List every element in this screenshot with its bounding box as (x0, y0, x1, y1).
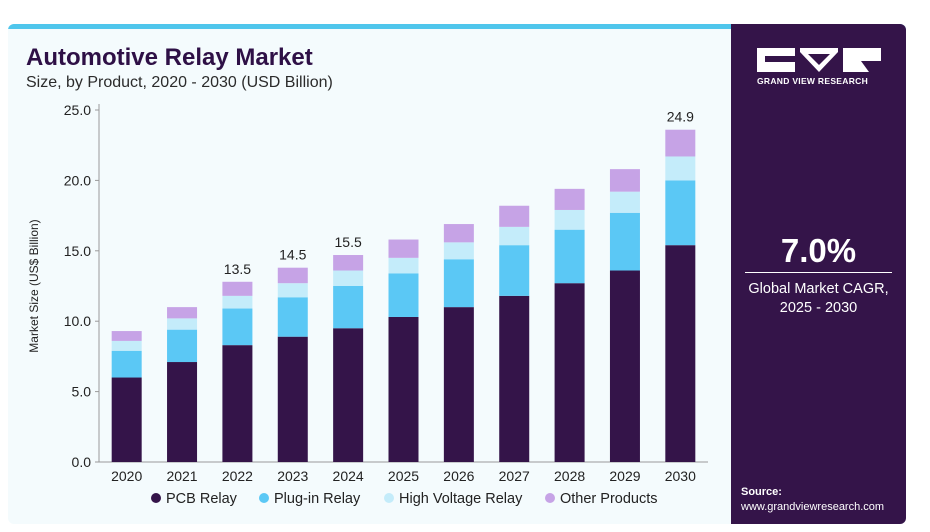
bar-segment-pcb-relay (333, 328, 364, 462)
source-url[interactable]: www.grandviewresearch.com (741, 501, 885, 513)
bar-segment-plug-in-relay (167, 329, 198, 363)
chart-subtitle: Size, by Product, 2020 - 2030 (USD Billi… (26, 74, 333, 91)
bar-segment-high-voltage-relay (443, 242, 474, 260)
side-panel: GRAND VIEW RESEARCH 7.0% Global Market C… (731, 24, 906, 524)
bar-segment-plug-in-relay (554, 229, 585, 284)
bar-segment-other-products (499, 205, 530, 227)
chart-title: Automotive Relay Market (26, 44, 313, 71)
y-tick-label: 20.0 (64, 172, 91, 188)
bar-segment-plug-in-relay (443, 259, 474, 308)
bar-segment-high-voltage-relay (111, 340, 142, 351)
bar-segment-plug-in-relay (111, 350, 142, 378)
x-tick-label: 2027 (499, 468, 530, 484)
bar-segment-high-voltage-relay (333, 270, 364, 286)
bar-segment-high-voltage-relay (388, 257, 419, 274)
cagr-label: Global Market CAGR, 2025 - 2030 (731, 280, 906, 318)
bar-segment-plug-in-relay (609, 212, 640, 271)
data-label: 14.5 (279, 247, 306, 263)
bar-segment-pcb-relay (665, 245, 696, 462)
bar-segment-high-voltage-relay (499, 226, 530, 246)
bar-segment-high-voltage-relay (609, 191, 640, 213)
cagr-divider (745, 272, 892, 273)
bar-segment-other-products (443, 224, 474, 243)
bar-segment-other-products (554, 188, 585, 210)
source-label: Source: (741, 486, 782, 498)
data-label: 24.9 (667, 109, 694, 125)
bar-segment-other-products (167, 307, 198, 319)
y-axis-label: Market Size (US$ Billion) (27, 219, 41, 352)
bar-segment-pcb-relay (111, 377, 142, 462)
y-tick-label: 10.0 (64, 313, 91, 329)
x-tick-label: 2023 (277, 468, 308, 484)
bar-segment-high-voltage-relay (554, 209, 585, 230)
bar-segment-high-voltage-relay (222, 295, 253, 309)
bar-segment-other-products (609, 169, 640, 192)
gvr-logo-icon (757, 48, 881, 72)
legend-label: High Voltage Relay (399, 491, 523, 507)
y-tick-label: 5.0 (72, 384, 92, 400)
legend-label: Plug-in Relay (274, 491, 361, 507)
accent-bar (8, 24, 906, 29)
bar-segment-plug-in-relay (388, 273, 419, 317)
x-tick-label: 2021 (166, 468, 197, 484)
x-tick-label: 2030 (665, 468, 696, 484)
bar-segment-plug-in-relay (333, 286, 364, 329)
legend-label: Other Products (560, 491, 658, 507)
x-tick-label: 2022 (222, 468, 253, 484)
grand-view-research-logo: GRAND VIEW RESEARCH (757, 48, 881, 86)
bar-segment-pcb-relay (499, 295, 530, 462)
bar-segment-plug-in-relay (277, 297, 308, 337)
x-tick-label: 2028 (554, 468, 585, 484)
bar-segment-plug-in-relay (222, 308, 253, 346)
bar-segment-pcb-relay (277, 336, 308, 462)
cagr-label-line2: 2025 - 2030 (779, 300, 858, 316)
bar-segment-pcb-relay (167, 362, 198, 462)
bar-segment-pcb-relay (222, 345, 253, 462)
chart-card: Automotive Relay Market Size, by Product… (8, 24, 906, 524)
x-tick-label: 2020 (111, 468, 142, 484)
bar-segment-plug-in-relay (665, 180, 696, 246)
x-tick-label: 2025 (388, 468, 419, 484)
cagr-value: 7.0% (780, 232, 857, 269)
bar-segment-high-voltage-relay (277, 283, 308, 298)
bar-segment-plug-in-relay (499, 245, 530, 296)
x-tick-label: 2026 (443, 468, 474, 484)
bar-segment-pcb-relay (388, 316, 419, 462)
bar-segment-pcb-relay (443, 307, 474, 462)
logo-text: GRAND VIEW RESEARCH (757, 76, 869, 86)
legend-label: PCB Relay (166, 491, 238, 507)
bar-segment-other-products (388, 239, 419, 258)
bar-segment-other-products (111, 331, 142, 341)
bar-segment-pcb-relay (554, 283, 585, 462)
bar-segment-other-products (222, 281, 253, 296)
x-tick-label: 2029 (609, 468, 640, 484)
x-tick-label: 2024 (333, 468, 364, 484)
cagr-label-line1: Global Market CAGR, (748, 281, 889, 297)
bar-segment-high-voltage-relay (167, 318, 198, 330)
stacked-bar-chart: 0.0 5.0 10.0 15.0 20.0 25.0 Market Size (US$ B… (27, 102, 708, 507)
bar-segment-high-voltage-relay (665, 156, 696, 181)
y-tick-label: 15.0 (64, 243, 91, 259)
bar-segment-pcb-relay (609, 270, 640, 462)
legend-marker (384, 493, 394, 503)
bar-segment-other-products (277, 267, 308, 284)
y-tick-label: 0.0 (72, 454, 92, 470)
y-tick-label: 25.0 (64, 102, 91, 118)
bar-segment-other-products (333, 255, 364, 271)
data-label: 15.5 (335, 234, 362, 250)
legend-marker (545, 493, 555, 503)
legend-marker (259, 493, 269, 503)
bar-segment-other-products (665, 129, 696, 157)
legend-marker (151, 493, 161, 503)
data-label: 13.5 (224, 261, 251, 277)
